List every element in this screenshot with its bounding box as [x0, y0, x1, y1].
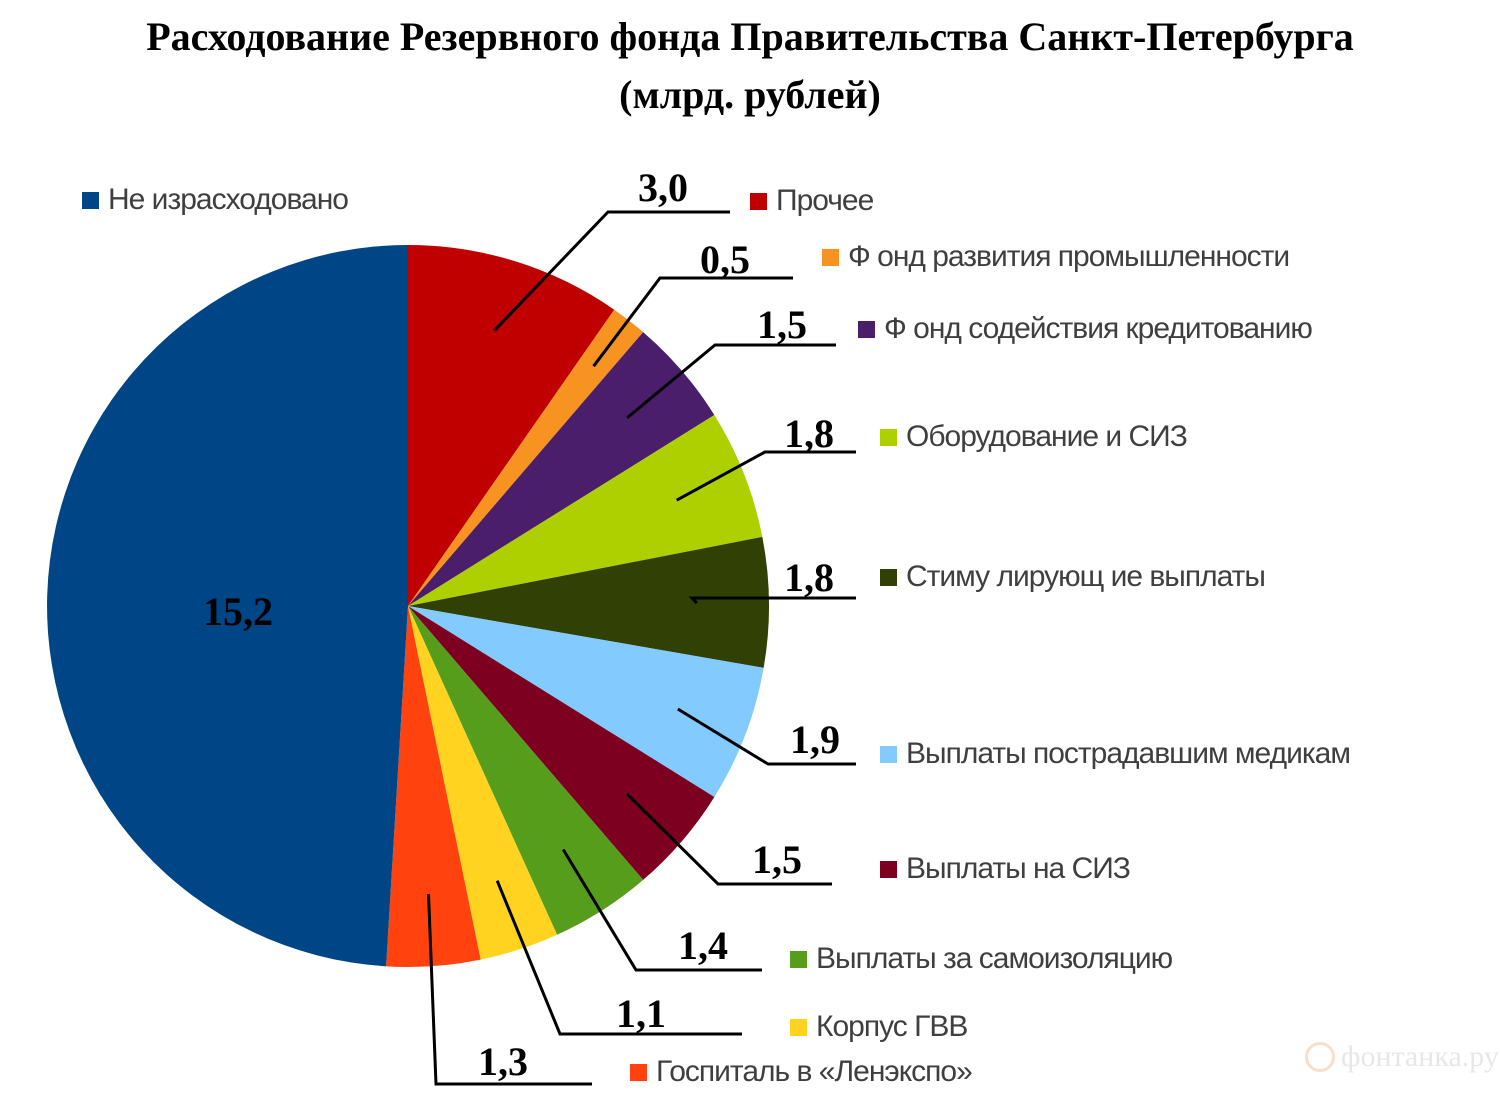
data-label-industry-fund: 0,5	[700, 237, 750, 282]
legend-label: Ф онд содействия кредитованию	[884, 312, 1313, 345]
fontanka-logo-icon	[1305, 1042, 1335, 1072]
leader-line-medics-payments	[677, 707, 856, 766]
chart-title: Расходование Резервного фонда Правительс…	[0, 8, 1500, 124]
legend-swatch	[880, 428, 897, 446]
pie-slice-equipment-ppe	[408, 415, 763, 606]
pie-slice-not-spent	[47, 245, 409, 967]
legend-item-incentive-payments: Стиму лирующ ие выплаты	[880, 560, 1266, 594]
data-label-gvv-building: 1,1	[616, 991, 666, 1036]
data-label-self-isolation-payments: 1,4	[678, 923, 728, 968]
chart-title-line-1: Расходование Резервного фонда Правительс…	[146, 14, 1354, 59]
legend-label: Прочее	[776, 184, 874, 217]
watermark: фонтанка.ру	[1305, 1040, 1499, 1074]
legend-item-equipment-ppe: Оборудование и СИЗ	[880, 420, 1188, 454]
legend-label: Выплаты за самоизоляцию	[816, 942, 1173, 975]
data-label-lenexpo-hospital: 1,3	[478, 1039, 528, 1084]
legend-label: Корпус ГВВ	[816, 1010, 968, 1043]
data-label-not-spent: 15,2	[203, 589, 273, 634]
watermark-text: фонтанка.ру	[1341, 1040, 1499, 1073]
data-label-credit-fund: 1,5	[757, 302, 807, 347]
leader-line-lenexpo-hospital	[427, 894, 592, 1086]
legend-label: Выплаты пострадавшим медикам	[906, 737, 1351, 770]
legend-swatch	[630, 1063, 647, 1081]
legend-item-other: Прочее	[750, 184, 874, 218]
pie-slice-other	[408, 245, 615, 606]
legend-item-credit-fund: Ф онд содействия кредитованию	[858, 312, 1313, 346]
leader-line-ppe-payments	[626, 793, 832, 886]
legend-item-gvv-building: Корпус ГВВ	[790, 1010, 968, 1044]
legend-swatch	[880, 860, 897, 878]
legend-swatch	[790, 950, 807, 968]
chart-title-line-2: (млрд. рублей)	[619, 72, 881, 117]
legend-label: Выплаты на СИЗ	[906, 852, 1131, 885]
legend-swatch	[858, 320, 875, 338]
pie-slice-industry-fund	[408, 309, 644, 606]
legend-item-self-isolation-payments: Выплаты за самоизоляцию	[790, 942, 1173, 976]
data-label-equipment-ppe: 1,8	[784, 411, 834, 456]
legend-swatch	[790, 1018, 807, 1036]
leader-line-self-isolation-payments	[561, 848, 762, 972]
legend-item-lenexpo-hospital: Госпиталь в «Ленэкспо»	[630, 1055, 973, 1089]
pie-slice-gvv-building	[408, 606, 558, 960]
pie-slice-incentive-payments	[408, 536, 770, 668]
data-label-other: 3,0	[638, 165, 688, 210]
pie-slice-lenexpo-hospital	[386, 606, 481, 967]
legend-swatch	[822, 248, 839, 266]
legend-label: Оборудование и СИЗ	[906, 420, 1188, 453]
legend-swatch	[880, 745, 897, 763]
legend-item-medics-payments: Выплаты пострадавшим медикам	[880, 737, 1351, 771]
legend-label: Стиму лирующ ие выплаты	[906, 560, 1266, 593]
data-label-medics-payments: 1,9	[790, 717, 840, 762]
leader-line-credit-fund	[626, 343, 836, 420]
legend-label: Ф онд развития промышленности	[848, 240, 1290, 273]
pie-slice-credit-fund	[408, 332, 715, 606]
pie-slice-self-isolation-payments	[408, 606, 644, 935]
leader-line-other	[493, 210, 730, 332]
legend-item-industry-fund: Ф онд развития промышленности	[822, 240, 1290, 274]
legend-item-not-spent: Не израсходовано	[82, 183, 349, 217]
legend-item-ppe-payments: Выплаты на СИЗ	[880, 852, 1131, 886]
leader-line-industry-fund	[592, 276, 793, 368]
legend-swatch	[880, 568, 897, 586]
leader-line-equipment-ppe	[675, 450, 856, 502]
leader-line-incentive-payments	[688, 596, 856, 605]
pie-slice-medics-payments	[408, 606, 764, 797]
pie-slice-ppe-payments	[408, 606, 715, 880]
leader-line-gvv-building	[495, 880, 742, 1036]
data-label-ppe-payments: 1,5	[752, 837, 802, 882]
data-label-incentive-payments: 1,8	[784, 555, 834, 600]
legend-swatch	[82, 191, 99, 209]
legend-swatch	[750, 192, 767, 210]
legend-label: Не израсходовано	[108, 183, 349, 216]
legend-label: Госпиталь в «Ленэкспо»	[656, 1055, 973, 1088]
